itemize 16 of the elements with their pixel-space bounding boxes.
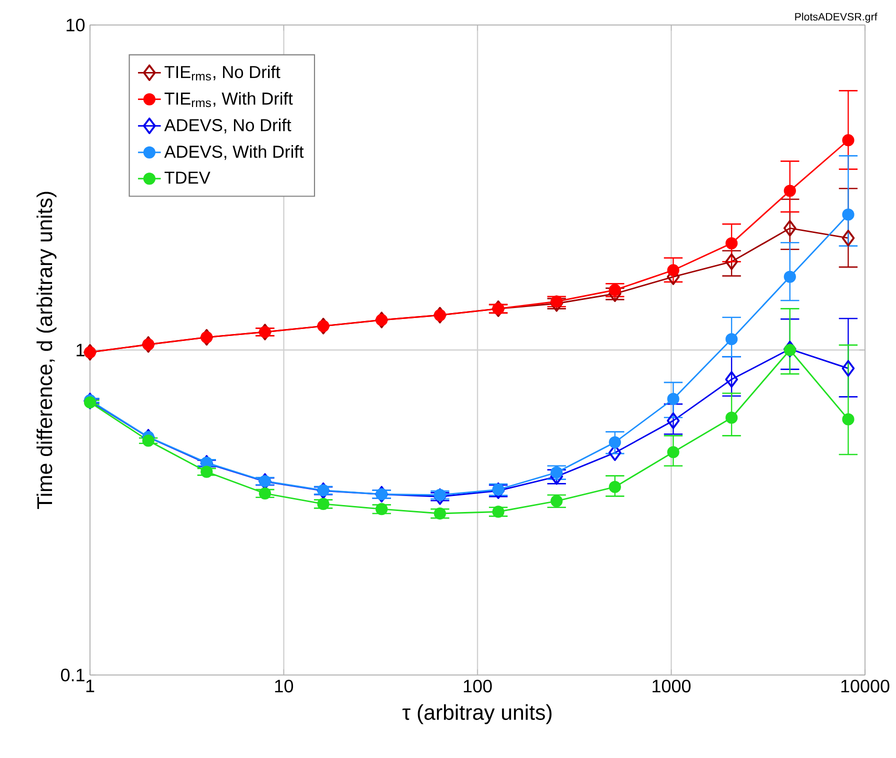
y-tick-label: 1	[76, 344, 84, 356]
x-tick-label: 10	[275, 680, 294, 692]
x-tick-label: 10000	[841, 680, 890, 692]
x-tick-label: 100	[464, 680, 492, 692]
x-axis-title: τ (arbitray units)	[402, 704, 552, 724]
legend-label: TDEV	[164, 172, 210, 184]
x-tick-label: 1000	[652, 680, 691, 692]
legend-label: ADEVS, With Drift	[164, 145, 304, 160]
legend-label: ADEVS, No Drift	[164, 118, 292, 134]
legend-label: TIE$_{rms}$, No Drift	[164, 65, 280, 81]
y-axis-title: Time difference, d (arbitrary units)	[36, 192, 56, 509]
x-tick-label: 1	[86, 680, 94, 692]
text: PlotsADEVSR.grf	[795, 12, 878, 23]
legend-label: TIE$_{rms}$, With Drift	[164, 92, 293, 108]
y-tick-label: 0.1	[60, 668, 84, 682]
y-tick-label: 10	[66, 18, 85, 32]
